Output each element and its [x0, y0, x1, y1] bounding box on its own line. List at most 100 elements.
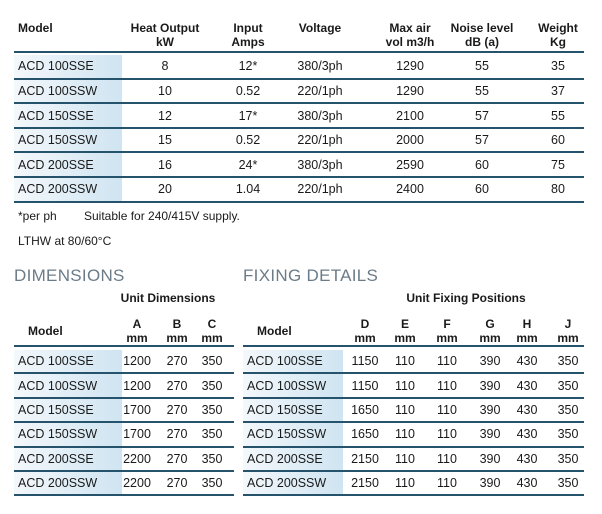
table-subtitle: Unit Fixing Positions	[406, 291, 526, 305]
header-rule	[243, 345, 584, 347]
cell: ACD 150SSW	[247, 427, 327, 442]
note: Suitable for 240/415V supply.	[84, 209, 240, 223]
cell: 57	[475, 133, 489, 148]
row-rule	[14, 151, 584, 154]
cell: 430	[516, 354, 538, 369]
cell: 110	[395, 427, 415, 442]
cell: 350	[201, 403, 223, 417]
cell: 57	[475, 108, 489, 123]
column-header: mm	[479, 331, 501, 345]
column-header: J	[564, 317, 572, 331]
cell: 2200	[123, 451, 151, 466]
row-rule	[14, 77, 584, 80]
column-header: Heat Output	[130, 21, 200, 35]
model-cell	[243, 350, 343, 373]
cell: 110	[437, 451, 457, 466]
cell: ACD 150SSE	[18, 403, 94, 417]
model-cell	[14, 423, 122, 446]
table-subtitle: Unit Dimensions	[120, 291, 216, 305]
cell: 16	[158, 157, 172, 172]
cell: 1150	[351, 354, 379, 369]
cell: 110	[437, 354, 457, 369]
cell: 220/1ph	[297, 83, 343, 98]
cell: 350	[201, 378, 223, 393]
row-rule	[14, 102, 584, 105]
column-header: E	[400, 317, 410, 331]
row-rule	[14, 396, 234, 399]
cell: ACD 200SSE	[18, 157, 94, 172]
cell: 8	[161, 59, 169, 74]
cell: 60	[475, 182, 489, 197]
row-rule	[243, 470, 584, 472]
cell: 1150	[351, 378, 379, 393]
cell: 390	[479, 403, 501, 417]
cell: 430	[516, 378, 538, 393]
column-header: mm	[354, 331, 376, 345]
cell: ACD 200SSW	[247, 476, 327, 491]
column-header: mm	[516, 331, 538, 345]
cell: 380/3ph	[297, 108, 343, 123]
cell: 430	[516, 476, 538, 491]
cell: 430	[516, 427, 538, 442]
model-cell	[14, 350, 122, 373]
cell: 350	[201, 427, 223, 442]
cell: ACD 100SSW	[18, 83, 98, 98]
cell: 350	[557, 354, 579, 369]
cell: 390	[479, 451, 501, 466]
cell: 80	[551, 182, 565, 197]
cell: 270	[166, 476, 188, 491]
cell: ACD 200SSE	[247, 451, 323, 466]
cell: 110	[437, 378, 457, 393]
cell: ACD 100SSE	[18, 59, 94, 74]
cell: 2150	[351, 451, 379, 466]
cell: 390	[479, 354, 501, 369]
cell: 2400	[396, 182, 424, 197]
cell: 55	[551, 108, 565, 123]
column-header: F	[443, 317, 451, 331]
model-cell	[14, 104, 122, 127]
cell: ACD 150SSE	[18, 108, 94, 123]
column-header: Model	[18, 21, 53, 35]
cell: 110	[437, 403, 457, 417]
cell: 2100	[396, 108, 424, 123]
cell: 350	[201, 354, 223, 369]
cell: 1700	[123, 403, 151, 417]
cell: 55	[475, 59, 489, 74]
cell: 2000	[396, 133, 424, 148]
column-header: Amps	[231, 35, 265, 49]
column-header: mm	[394, 331, 416, 345]
row-rule	[14, 372, 234, 375]
row-rule	[243, 445, 584, 448]
row-rule	[14, 445, 234, 448]
cell: 12	[158, 108, 172, 123]
cell: 1200	[123, 378, 151, 393]
cell: 350	[201, 451, 223, 466]
cell: 110	[395, 378, 415, 393]
column-header: D	[360, 317, 370, 331]
column-header: H	[522, 317, 532, 331]
model-cell	[243, 423, 343, 446]
cell: 350	[557, 427, 579, 442]
model-cell	[243, 398, 343, 422]
model-cell	[14, 79, 122, 103]
cell: 35	[551, 59, 565, 74]
cell: 1650	[351, 427, 379, 442]
column-header: dB (a)	[465, 35, 499, 49]
row-rule	[243, 421, 584, 424]
cell: 60	[551, 133, 565, 148]
cell: 20	[158, 182, 172, 197]
cell: 15	[158, 133, 172, 148]
row-rule	[243, 494, 584, 497]
model-cell	[14, 472, 122, 495]
column-header: Voltage	[298, 21, 342, 35]
cell: 220/1ph	[297, 182, 343, 197]
note: *per ph	[18, 209, 57, 223]
cell: 1290	[396, 59, 424, 74]
row-rule	[243, 396, 584, 399]
cell: 2200	[123, 476, 151, 491]
cell: 110	[437, 476, 457, 491]
model-cell	[14, 178, 122, 201]
cell: 2590	[396, 157, 424, 172]
cell: 270	[166, 427, 188, 442]
column-header: mm	[166, 331, 188, 345]
